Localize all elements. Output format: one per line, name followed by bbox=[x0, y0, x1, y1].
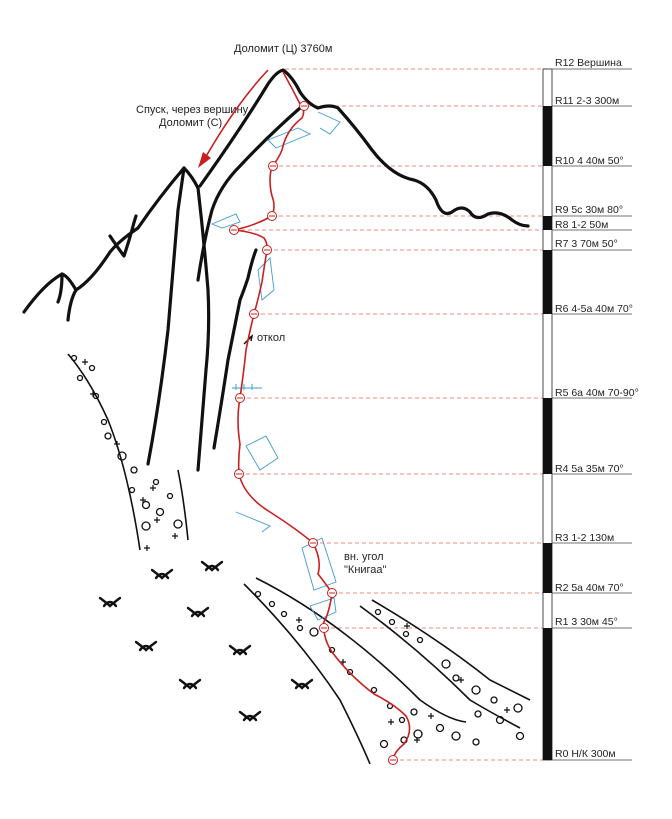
belay-station bbox=[249, 309, 259, 319]
peak-label: Доломит (Ц) 3760м bbox=[234, 43, 332, 55]
belay-station bbox=[268, 161, 278, 171]
pitch-label-r12: R12 Вершина bbox=[555, 57, 622, 69]
pitch-labels: R12 Вершина R11 2-3 300м R10 4 40м 50° R… bbox=[555, 57, 639, 760]
pitch-scale-bar bbox=[542, 68, 632, 761]
flake-label: откол bbox=[257, 332, 285, 344]
belay-station bbox=[229, 225, 239, 235]
corner-label-line2: "Книгаа" bbox=[344, 564, 387, 576]
pitch-label-r9: R9 5с 30м 80° bbox=[555, 204, 623, 216]
pitch-label-r10: R10 4 40м 50° bbox=[555, 155, 624, 167]
descent-arrow bbox=[198, 69, 269, 168]
descent-label-line1: Спуск, через вершину bbox=[136, 104, 249, 116]
pitch-label-r1: R1 3 30м 45° bbox=[555, 616, 618, 628]
mountain-outline bbox=[22, 68, 530, 472]
grass-icon bbox=[134, 640, 158, 652]
grass-icon bbox=[228, 644, 252, 656]
scree-gully-center bbox=[243, 577, 467, 765]
belay-station bbox=[299, 101, 309, 111]
belay-stations bbox=[229, 101, 398, 765]
grass-icon bbox=[238, 710, 262, 722]
scree-gully-left bbox=[67, 353, 189, 551]
belay-station bbox=[327, 588, 337, 598]
pitch-label-r6: R6 4-5а 40м 70° bbox=[555, 303, 633, 315]
grass-icon bbox=[186, 606, 210, 618]
scree-symbols bbox=[70, 354, 525, 749]
pitch-label-r2: R2 5а 40м 70° bbox=[555, 582, 624, 594]
belay-station bbox=[235, 393, 245, 403]
pitch-label-r4: R4 5а 35м 70° bbox=[555, 463, 624, 475]
pitch-guide-lines bbox=[234, 68, 550, 761]
belay-station bbox=[267, 211, 277, 221]
scree-gully-right bbox=[359, 599, 531, 729]
pitch-label-r5: R5 6а 40м 70-90° bbox=[555, 387, 639, 399]
grass-icon bbox=[290, 678, 314, 690]
climbing-route bbox=[233, 71, 411, 761]
pitch-label-r0: R0 Н/К 300м bbox=[555, 748, 616, 760]
scree-crosses bbox=[82, 359, 510, 743]
rock-features bbox=[210, 111, 341, 621]
belay-station bbox=[234, 469, 244, 479]
pitch-label-r11: R11 2-3 300м bbox=[555, 95, 619, 107]
grass-icon bbox=[150, 568, 174, 580]
belay-station bbox=[308, 538, 318, 548]
belay-station bbox=[319, 623, 329, 633]
belay-station bbox=[262, 245, 272, 255]
corner-label-line1: вн. угол bbox=[344, 551, 384, 563]
pitch-label-r3: R3 1-2 130м bbox=[555, 532, 614, 544]
descent-label-line2: Доломит (С) bbox=[159, 117, 222, 129]
grass-icon bbox=[98, 596, 122, 608]
grass-icon bbox=[200, 560, 224, 572]
pitch-label-r8: R8 1-2 50м bbox=[555, 219, 608, 231]
pitch-label-r7: R7 3 70м 50° bbox=[555, 238, 618, 250]
belay-station bbox=[388, 755, 398, 765]
grass-icon bbox=[178, 678, 202, 690]
grass-symbols bbox=[98, 560, 314, 722]
